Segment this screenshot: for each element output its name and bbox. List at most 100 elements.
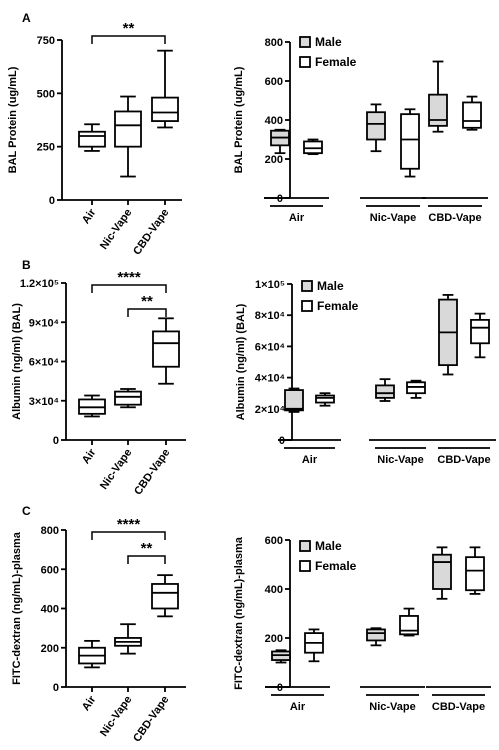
- box-nic-vape: [114, 388, 142, 409]
- y-axis-label: BAL Protein (ug/mL): [7, 66, 19, 173]
- y-tick-label: 2×10⁴: [255, 404, 285, 416]
- group-label: Air: [289, 212, 305, 224]
- group-label: CBD-Vape: [437, 454, 490, 466]
- group-label: Nic-Vape: [370, 212, 416, 224]
- box-iqr: [152, 330, 180, 368]
- legend-label: Male: [315, 35, 342, 49]
- box-female-air: [304, 628, 324, 663]
- x-tick-label: Air: [80, 206, 99, 226]
- legend-label: Male: [315, 539, 342, 553]
- y-tick-label: 0: [277, 193, 283, 205]
- box-air: [78, 394, 106, 418]
- y-tick-label: 4×10⁴: [255, 373, 285, 385]
- box-female-nic-vape: [406, 379, 426, 399]
- y-tick-label: 800: [265, 37, 283, 49]
- box-iqr: [78, 130, 106, 148]
- box-nic-vape: [114, 623, 142, 655]
- significance-bracket: [91, 35, 166, 44]
- y-tick-label: 600: [265, 76, 283, 88]
- y-tick-label: 0: [277, 682, 283, 694]
- group-label: Air: [302, 454, 318, 466]
- x-tick-label: Air: [80, 693, 99, 713]
- box-male-air: [284, 387, 304, 413]
- box-iqr: [400, 113, 420, 170]
- y-tick-label: 0: [279, 435, 285, 447]
- box-male-nic-vape: [366, 103, 386, 153]
- box-cbd-vape: [152, 317, 180, 385]
- box-nic-vape: [114, 95, 142, 178]
- box-air: [78, 123, 106, 152]
- chart-panel-5: C 0 200 400 600 800 FITC-dextran (ng/mL)-plasm…: [11, 504, 186, 744]
- box-iqr: [366, 628, 386, 642]
- significance-label: ****: [117, 516, 141, 533]
- box-cbd-vape: [151, 49, 179, 129]
- significance-bracket: [91, 284, 167, 293]
- chart-panel-4: 0 2×10⁴ 4×10⁴ 6×10⁴ 8×10⁴ 1×10⁵ Albumin (ng/ml…: [235, 279, 496, 466]
- box-female-nic-vape: [399, 607, 419, 637]
- box-female-cbd-vape: [465, 546, 485, 595]
- box-female-air: [303, 138, 323, 156]
- y-tick-label: 6×10⁴: [29, 357, 59, 369]
- box-iqr: [366, 111, 386, 141]
- y-tick-label: 400: [265, 115, 283, 127]
- significance-label: **: [123, 20, 135, 37]
- legend-label: Male: [317, 279, 344, 293]
- box-iqr: [284, 389, 304, 412]
- box-male-air: [270, 128, 290, 155]
- legend-label: Female: [315, 559, 357, 573]
- significance-bracket: [91, 531, 166, 540]
- chart-panel-1: A 0 250 500 750 BAL Protein (ug/mL) Air Nic-Vap…: [7, 11, 182, 257]
- legend-swatch: [299, 36, 311, 48]
- y-tick-label: 8×10⁴: [255, 310, 285, 322]
- y-axis-label: FITC-dextran (ng/mL)-plasma: [233, 536, 245, 690]
- x-tick-label: CBD-Vape: [131, 694, 171, 744]
- box-male-nic-vape: [366, 627, 386, 647]
- group-label: Nic-Vape: [377, 454, 423, 466]
- y-tick-label: 250: [37, 142, 55, 154]
- group-label: Nic-Vape: [369, 701, 415, 713]
- box-iqr: [151, 583, 179, 610]
- group-label: CBD-Vape: [428, 212, 481, 224]
- box-iqr: [114, 390, 142, 406]
- legend-swatch: [299, 56, 311, 68]
- significance-bracket: [127, 555, 166, 564]
- chart-panel-6: 0 200 400 600 FITC-dextran (ng/mL)-plasma Air…: [233, 535, 491, 713]
- y-tick-label: 400: [41, 604, 59, 616]
- y-tick-label: 0: [53, 435, 59, 447]
- y-tick-label: 1×10⁵: [255, 279, 285, 291]
- box-cbd-vape: [151, 574, 179, 618]
- y-tick-label: 750: [37, 35, 55, 47]
- box-female-cbd-vape: [470, 312, 490, 359]
- y-axis-label: BAL Protein (ug/mL): [233, 66, 245, 173]
- y-tick-label: 500: [37, 88, 55, 100]
- x-tick-label: Nic-Vape: [98, 694, 134, 739]
- legend-swatch: [299, 560, 311, 572]
- x-tick-label: CBD-Vape: [132, 447, 172, 497]
- box-iqr: [114, 110, 142, 148]
- x-tick-label: CBD-Vape: [131, 207, 171, 257]
- y-axis-label: Albumin (ng/ml) (BAL): [235, 303, 247, 420]
- y-tick-label: 400: [265, 584, 283, 596]
- box-iqr: [399, 615, 419, 636]
- panel-label: B: [22, 258, 31, 272]
- y-tick-label: 600: [265, 535, 283, 547]
- box-iqr: [315, 394, 335, 404]
- box-female-air: [315, 392, 335, 407]
- group-label: CBD-Vape: [432, 701, 485, 713]
- x-tick-label: Nic-Vape: [98, 447, 134, 492]
- chart-panel-3: B 0 3×10⁴ 6×10⁴ 9×10⁴ 1.2×10⁵ Albumin (ng/ml) …: [11, 258, 186, 497]
- legend-swatch: [301, 280, 313, 292]
- significance-label: **: [141, 293, 153, 310]
- y-tick-label: 9×10⁴: [29, 317, 59, 329]
- y-tick-label: 800: [41, 525, 59, 537]
- box-iqr: [432, 553, 452, 590]
- y-axis-label: Albumin (ng/ml) (BAL): [11, 303, 23, 420]
- box-iqr: [465, 556, 485, 592]
- significance-bracket: [127, 308, 167, 317]
- box-iqr: [151, 96, 179, 122]
- significance-label: ****: [117, 269, 141, 286]
- x-tick-label: Air: [80, 446, 99, 466]
- legend-label: Female: [317, 299, 359, 313]
- y-tick-label: 600: [41, 564, 59, 576]
